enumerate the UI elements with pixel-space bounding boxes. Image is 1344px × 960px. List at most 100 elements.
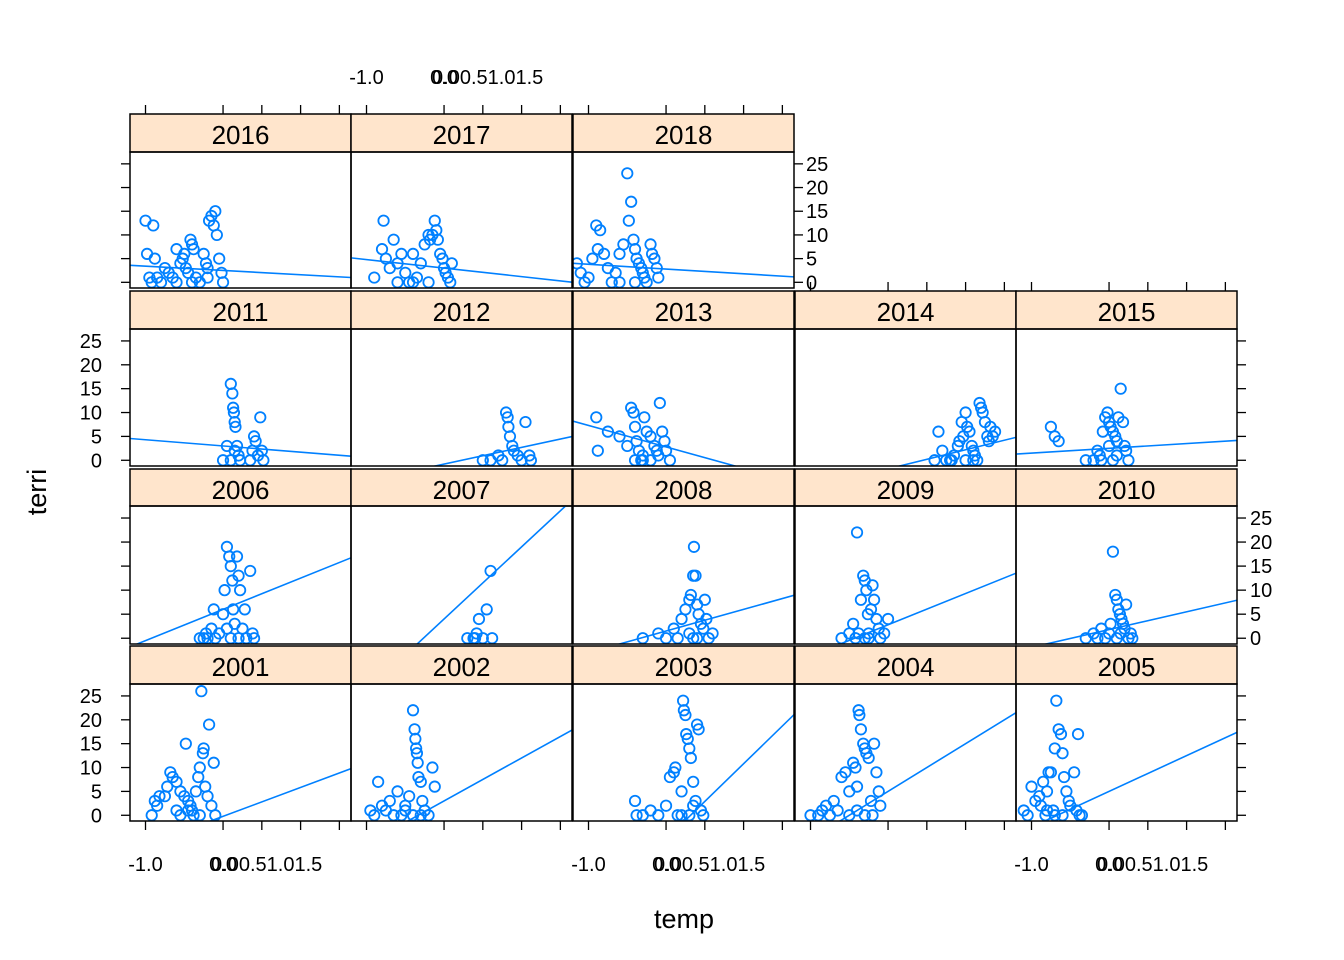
data-point [406, 247, 420, 260]
fit-line-2006 [135, 557, 351, 644]
data-point [679, 708, 692, 722]
data-point [414, 775, 427, 788]
data-point [823, 809, 836, 821]
panel-2016: 2016 [129, 113, 352, 289]
data-point [238, 603, 251, 616]
strip-label-2015: 2015 [1098, 297, 1156, 327]
data-point [684, 751, 697, 765]
data-point [1102, 439, 1116, 453]
data-point [232, 569, 245, 582]
data-point [148, 252, 161, 265]
data-point [706, 627, 719, 640]
data-point [1068, 766, 1081, 779]
data-point [687, 540, 701, 553]
data-point [866, 579, 879, 592]
data-point [858, 809, 871, 821]
data-point [628, 420, 642, 433]
data-point [621, 439, 634, 453]
strip-label-2002: 2002 [433, 652, 491, 682]
fit-line-2003 [683, 714, 794, 821]
fit-line-2015 [1016, 439, 1237, 455]
data-point [669, 761, 682, 774]
data-point [372, 775, 385, 788]
strip-2007 [350, 468, 573, 507]
data-point [847, 617, 860, 630]
y-tick-label: 25 [80, 686, 102, 708]
strip-label-2009: 2009 [877, 475, 935, 505]
data-point [1048, 742, 1061, 755]
panel-marks-2010 [1042, 545, 1237, 644]
data-point [659, 799, 673, 812]
data-point [189, 785, 203, 798]
x-tick-label: -1.0 [128, 854, 162, 876]
strip-label-2016: 2016 [212, 120, 270, 150]
panel-2015: 2015 [1015, 290, 1238, 467]
data-point [586, 252, 599, 265]
data-point [368, 271, 381, 284]
panel-2010: 2010 [1015, 468, 1238, 645]
data-point [653, 396, 666, 410]
y-tick-label: 10 [80, 758, 102, 780]
data-point [1071, 728, 1085, 741]
strip-label-2004: 2004 [877, 652, 935, 682]
data-point [383, 794, 396, 808]
data-point [377, 214, 390, 227]
data-point [700, 612, 713, 626]
data-point [692, 608, 705, 621]
fit-line-2002 [406, 729, 572, 821]
data-point [638, 411, 651, 424]
data-point [1040, 785, 1054, 798]
panel-2014: 2014 [794, 290, 1017, 467]
data-point [862, 751, 875, 765]
panel-marks-2003 [628, 694, 794, 821]
strip-2003 [572, 645, 795, 685]
fit-line-2010 [1042, 599, 1237, 644]
panel-frame-2005 [1015, 683, 1238, 822]
data-point [422, 276, 435, 288]
x-tick-label: -1.0 [571, 854, 605, 876]
fit-line-2009 [838, 572, 1016, 644]
data-point [472, 612, 486, 626]
panel-2013: 2013 [572, 290, 795, 467]
data-point [597, 247, 611, 260]
strip-label-2001: 2001 [212, 652, 270, 682]
panel-frame-2008 [572, 505, 795, 645]
data-point [207, 603, 220, 616]
strip-label-2011: 2011 [213, 297, 269, 327]
panel-2001: 2001 [129, 645, 352, 822]
data-point [431, 233, 444, 246]
y-tick-label: 20 [1250, 532, 1272, 554]
panel-frame-2007 [350, 505, 573, 645]
data-point [663, 454, 677, 466]
panel-marks-2008 [616, 540, 794, 644]
data-point [628, 276, 642, 288]
data-point [963, 425, 976, 438]
data-point [228, 415, 241, 429]
x-tick-label-group: 0.00.51.01.5 [654, 854, 765, 876]
strip-label-2012: 2012 [433, 297, 491, 327]
data-point [675, 785, 688, 798]
x-tick-label-group: 0.00.51.01.5 [1097, 854, 1208, 876]
data-point [484, 564, 497, 578]
data-point [428, 780, 441, 793]
x-tick-label: 0.0 [1095, 854, 1123, 876]
strip-label-2005: 2005 [1098, 652, 1156, 682]
x-axis-title: temp [654, 904, 714, 934]
strip-2013 [572, 290, 795, 330]
strip-2001 [129, 645, 352, 685]
data-point [959, 406, 972, 419]
panel-2018: 2018 [572, 113, 795, 289]
data-point [399, 804, 412, 817]
panel-2007: 2007 [350, 468, 573, 645]
y-tick-label: 5 [91, 781, 102, 803]
panel-marks-2015 [1016, 382, 1237, 466]
x-tick-label: 0.0 [430, 67, 458, 89]
data-point [220, 540, 234, 553]
data-point [582, 271, 595, 284]
y-tick-label: 10 [806, 225, 828, 247]
panel-marks-2011 [130, 377, 351, 466]
data-point [1106, 545, 1120, 558]
fit-line-2013 [573, 420, 738, 466]
data-point [613, 276, 626, 288]
